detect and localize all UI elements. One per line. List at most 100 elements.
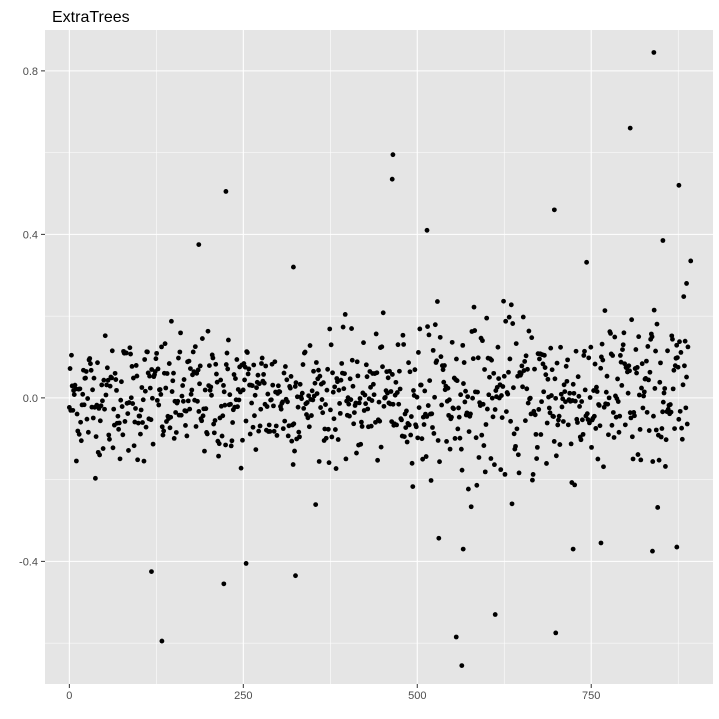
- scatter-point: [423, 454, 429, 459]
- scatter-point: [339, 361, 345, 366]
- scatter-point: [85, 396, 91, 401]
- scatter-point: [180, 398, 186, 404]
- scatter-point: [539, 399, 544, 405]
- scatter-point: [247, 431, 253, 437]
- scatter-point: [525, 400, 531, 406]
- scatter-point: [595, 456, 601, 462]
- scatter-point: [591, 413, 597, 419]
- scatter-point: [597, 423, 603, 429]
- scatter-point: [102, 333, 108, 339]
- x-axis: 0 250 500 750: [66, 684, 600, 702]
- scatter-point: [299, 390, 305, 396]
- scatter-point: [368, 423, 374, 429]
- scatter-point: [471, 304, 477, 310]
- scatter-point: [445, 385, 451, 391]
- scatter-point: [645, 344, 651, 349]
- scatter-point: [434, 358, 440, 364]
- scatter-point: [444, 439, 449, 444]
- scatter-point: [593, 426, 599, 431]
- scatter-point: [211, 430, 217, 436]
- scatter-point: [419, 436, 425, 442]
- scatter-point: [252, 392, 258, 398]
- scatter-point: [135, 457, 141, 463]
- scatter-point: [139, 385, 145, 390]
- scatter-point: [430, 347, 436, 353]
- scatter-point: [74, 411, 80, 417]
- scatter-point: [413, 424, 419, 430]
- scatter-point: [259, 361, 264, 366]
- scatter-point: [380, 310, 386, 316]
- y-tick-label: 0.8: [23, 66, 38, 78]
- scatter-point: [140, 420, 145, 425]
- scatter-point: [216, 453, 221, 459]
- scatter-point: [189, 387, 195, 393]
- scatter-point: [356, 400, 362, 406]
- scatter-point: [641, 389, 647, 395]
- scatter-point: [221, 383, 226, 388]
- scatter-point: [651, 50, 657, 55]
- scatter-point: [411, 388, 416, 393]
- scatter-point: [516, 470, 522, 476]
- scatter-point: [400, 332, 406, 338]
- scatter-point: [622, 422, 628, 428]
- scatter-point: [243, 418, 249, 424]
- scatter-point: [604, 373, 610, 379]
- scatter-point: [551, 207, 557, 213]
- scatter-point: [361, 340, 366, 346]
- scatter-point: [540, 361, 546, 367]
- scatter-point: [98, 403, 104, 409]
- scatter-point: [88, 367, 94, 373]
- scatter-point: [679, 425, 685, 431]
- scatter-point: [582, 387, 588, 393]
- scatter-point: [674, 342, 680, 348]
- scatter-point: [503, 409, 509, 415]
- scatter-point: [501, 373, 507, 379]
- scatter-point: [420, 456, 426, 462]
- scatter-point: [679, 436, 685, 442]
- scatter-point: [594, 384, 599, 390]
- scatter-point: [425, 324, 430, 330]
- scatter-point: [69, 352, 74, 358]
- scatter-point: [382, 394, 388, 400]
- scatter-point: [627, 125, 633, 131]
- scatter-point: [353, 400, 359, 406]
- scatter-point: [518, 371, 524, 377]
- scatter-point: [306, 424, 312, 430]
- scatter-point: [342, 371, 347, 377]
- scatter-point: [677, 408, 683, 414]
- scatter-point: [674, 355, 680, 361]
- scatter-point: [310, 397, 316, 403]
- scatter-point: [435, 438, 441, 443]
- scatter-point: [549, 367, 555, 373]
- scatter-point: [112, 370, 118, 376]
- scatter-point: [105, 377, 111, 383]
- scatter-point: [222, 402, 228, 408]
- scatter-point: [227, 392, 233, 398]
- data-points: [66, 50, 694, 669]
- scatter-point: [490, 414, 496, 420]
- scatter-point: [653, 348, 658, 354]
- scatter-point: [223, 189, 229, 194]
- scatter-point: [328, 407, 333, 413]
- scatter-point: [619, 382, 625, 388]
- scatter-point: [128, 395, 134, 401]
- scatter-point: [332, 427, 338, 432]
- scatter-point: [292, 448, 297, 454]
- scatter-point: [610, 410, 616, 415]
- scatter-point: [257, 423, 263, 429]
- scatter-point: [683, 405, 689, 411]
- scatter-point: [289, 438, 295, 444]
- scatter-point: [474, 482, 480, 488]
- scatter-point: [651, 413, 656, 419]
- scatter-point: [622, 361, 628, 367]
- scatter-point: [212, 418, 218, 423]
- scatter-point: [564, 378, 570, 384]
- scatter-point: [202, 448, 207, 454]
- scatter-point: [268, 397, 274, 403]
- scatter-point: [357, 396, 363, 401]
- scatter-point: [293, 380, 299, 386]
- scatter-point: [347, 376, 353, 382]
- scatter-point: [107, 436, 112, 442]
- scatter-point: [143, 424, 149, 430]
- scatter-point: [92, 475, 98, 481]
